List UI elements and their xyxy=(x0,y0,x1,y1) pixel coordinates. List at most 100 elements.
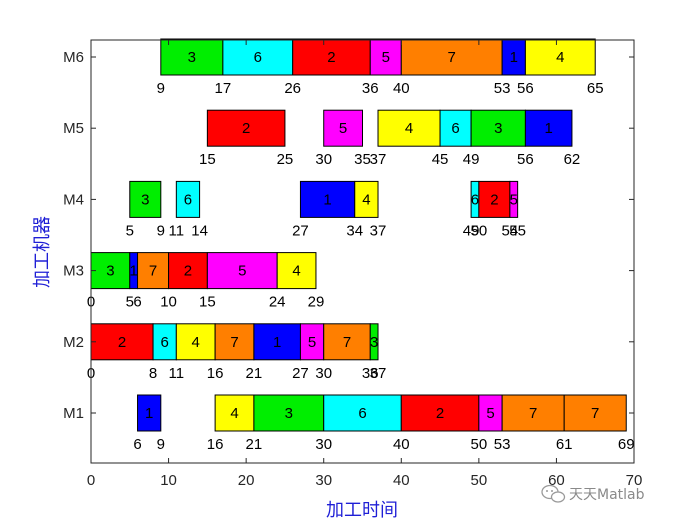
task-time-label: 30 xyxy=(315,151,332,168)
task-job-label: 2 xyxy=(242,120,250,137)
task-bar xyxy=(206,252,278,290)
task-job-label: 7 xyxy=(529,405,537,422)
y-axis: M1 M2 M3 M4 M5 M6 xyxy=(63,49,634,422)
watermark-text: 天天Matlab xyxy=(569,487,645,503)
task-time-label: 17 xyxy=(215,80,232,97)
task-job-label: 5 xyxy=(308,334,316,351)
task-time-label: 29 xyxy=(308,294,325,311)
task-time-label: 37 xyxy=(370,222,387,239)
task-time-label: 50 xyxy=(471,222,488,239)
x-tick-label: 70 xyxy=(626,472,643,489)
task-time-label: 62 xyxy=(564,151,581,168)
task-job-label: 6 xyxy=(161,334,169,351)
task-bar xyxy=(214,323,255,361)
y-tick-label: M4 xyxy=(63,191,84,208)
task-time-label: 27 xyxy=(292,222,309,239)
task-time-label: 36 xyxy=(362,80,379,97)
task-time-label: 56 xyxy=(517,151,534,168)
machine-row-m1: 1 4 3 6 2 5 7 76 9 16 21 30 40 50 53 61 69 xyxy=(133,394,635,453)
task-time-label: 65 xyxy=(587,80,604,97)
task-time-label: 6 xyxy=(133,436,141,453)
x-tick-label: 0 xyxy=(87,472,95,489)
task-job-label: 2 xyxy=(490,191,498,208)
task-job-label: 7 xyxy=(230,334,238,351)
task-time-label: 50 xyxy=(471,436,488,453)
task-bar xyxy=(253,323,301,361)
task-time-label: 55 xyxy=(509,222,526,239)
y-tick-label: M3 xyxy=(63,263,84,280)
task-time-label: 15 xyxy=(199,294,216,311)
task-bar xyxy=(400,394,480,432)
task-time-label: 30 xyxy=(315,365,332,382)
x-tick-label: 50 xyxy=(471,472,488,489)
task-time-label: 16 xyxy=(207,365,224,382)
task-time-label: 11 xyxy=(169,222,185,239)
task-bar xyxy=(563,394,627,432)
task-time-label: 14 xyxy=(191,222,208,239)
y-axis-label: 加工机器 xyxy=(32,216,53,288)
task-bar xyxy=(524,38,596,76)
task-job-label: 3 xyxy=(141,191,149,208)
task-bar xyxy=(354,180,379,218)
task-bar xyxy=(292,38,371,76)
task-job-label: 7 xyxy=(149,263,157,280)
task-bar xyxy=(175,180,201,218)
task-job-label: 6 xyxy=(471,191,479,208)
task-bar xyxy=(509,180,519,218)
task-time-label: 35 xyxy=(354,151,371,168)
task-job-label: 7 xyxy=(591,405,599,422)
task-job-label: 4 xyxy=(556,49,564,66)
task-bar xyxy=(501,394,565,432)
task-job-label: 3 xyxy=(188,49,196,66)
task-job-label: 6 xyxy=(451,120,459,137)
task-bar xyxy=(323,394,402,432)
task-bar xyxy=(369,323,379,361)
task-job-label: 5 xyxy=(486,405,494,422)
task-job-label: 4 xyxy=(362,191,370,208)
task-bar xyxy=(377,109,441,147)
x-axis: 0 10 20 30 40 50 60 70 xyxy=(87,40,643,489)
task-job-label: 1 xyxy=(273,334,281,351)
x-tick-label: 10 xyxy=(160,472,177,489)
task-job-label: 4 xyxy=(230,405,238,422)
task-job-label: 1 xyxy=(145,405,153,422)
task-time-label: 34 xyxy=(346,222,363,239)
task-time-label: 25 xyxy=(277,151,294,168)
task-job-label: 7 xyxy=(343,334,351,351)
task-time-label: 10 xyxy=(160,294,177,311)
task-job-label: 4 xyxy=(192,334,200,351)
task-time-label: 53 xyxy=(494,80,511,97)
task-bar xyxy=(369,38,402,76)
task-bar xyxy=(253,394,325,432)
task-time-label: 11 xyxy=(169,365,185,382)
task-time-label: 26 xyxy=(284,80,301,97)
task-time-label: 6 xyxy=(133,294,141,311)
task-job-label: 7 xyxy=(448,49,456,66)
task-time-label: 40 xyxy=(393,80,410,97)
task-time-label: 30 xyxy=(315,436,332,453)
task-time-label: 37 xyxy=(370,151,387,168)
x-axis-label: 加工时间 xyxy=(326,500,398,521)
task-time-label: 27 xyxy=(292,365,309,382)
task-job-label: 3 xyxy=(106,263,114,280)
task-time-label: 40 xyxy=(393,436,410,453)
y-tick-label: M2 xyxy=(63,334,84,351)
task-job-label: 3 xyxy=(370,334,378,351)
task-bar xyxy=(129,180,162,218)
task-job-label: 5 xyxy=(339,120,347,137)
task-time-label: 21 xyxy=(246,365,263,382)
task-time-label: 54 xyxy=(502,222,519,239)
task-time-label: 5 xyxy=(126,294,134,311)
task-bar xyxy=(524,109,573,147)
task-time-label: 69 xyxy=(618,436,635,453)
x-tick-label: 20 xyxy=(238,472,255,489)
task-job-label: 2 xyxy=(184,263,192,280)
task-time-label: 16 xyxy=(207,436,224,453)
task-job-label: 4 xyxy=(292,263,300,280)
task-bar xyxy=(137,394,162,432)
task-time-label: 37 xyxy=(370,365,387,382)
task-time-label: 5 xyxy=(126,222,134,239)
machine-row-m6: 3 6 2 5 7 1 49 17 26 36 40 53 56 65 xyxy=(157,38,604,97)
